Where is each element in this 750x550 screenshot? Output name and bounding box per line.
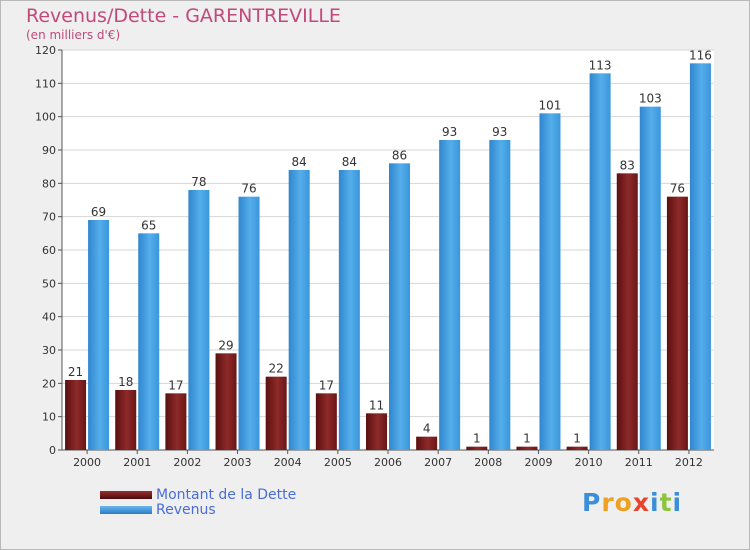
data-label-revenue: 86: [392, 148, 407, 162]
bar-debt: [215, 353, 237, 450]
data-label-debt: 17: [168, 378, 183, 392]
data-label-debt: 1: [473, 432, 481, 446]
y-tick-label: 90: [42, 144, 56, 157]
bar-revenue: [539, 113, 561, 450]
bar-debt: [666, 196, 688, 450]
bar-revenue: [88, 220, 110, 450]
x-tick-label: 2007: [424, 456, 452, 469]
data-label-debt: 1: [523, 432, 531, 446]
logo-letter: t: [659, 488, 673, 517]
data-label-revenue: 84: [292, 155, 307, 169]
bar-revenue: [188, 190, 210, 450]
y-tick-label: 40: [42, 311, 56, 324]
x-tick-label: 2011: [625, 456, 653, 469]
x-tick-label: 2010: [575, 456, 603, 469]
x-tick-label: 2009: [524, 456, 552, 469]
bar-debt: [616, 173, 638, 451]
chart-subtitle: (en milliers d'€): [26, 28, 121, 42]
bar-debt: [566, 446, 588, 450]
bar-revenue: [639, 106, 661, 451]
legend-item-debt: Montant de la Dette: [100, 487, 296, 503]
y-tick-label: 60: [42, 244, 56, 257]
proxiti-logo: Proxiti: [582, 488, 682, 517]
x-tick-label: 2006: [374, 456, 402, 469]
data-label-revenue: 93: [492, 125, 507, 139]
data-label-revenue: 76: [241, 182, 256, 196]
data-label-debt: 4: [423, 422, 431, 436]
x-tick-label: 2001: [123, 456, 151, 469]
y-tick-label: 50: [42, 277, 56, 290]
data-label-debt: 22: [269, 362, 284, 376]
data-label-revenue: 101: [539, 98, 562, 112]
legend-label-revenue: Revenus: [156, 502, 216, 518]
y-tick-label: 20: [42, 377, 56, 390]
data-label-revenue: 65: [141, 218, 156, 232]
logo-letter: r: [601, 488, 615, 517]
legend-swatch-revenue: [100, 506, 152, 514]
data-label-debt: 17: [319, 378, 334, 392]
data-label-revenue: 69: [91, 205, 106, 219]
bar-revenue: [589, 73, 611, 450]
data-label-debt: 11: [369, 398, 384, 412]
logo-letter: o: [614, 488, 633, 517]
data-label-debt: 76: [670, 182, 685, 196]
chart-title: Revenus/Dette - GARENTREVILLE: [26, 5, 341, 27]
x-tick-label: 2005: [324, 456, 352, 469]
y-tick-label: 30: [42, 344, 56, 357]
data-label-revenue: 113: [589, 58, 612, 72]
y-tick-label: 0: [49, 444, 56, 457]
y-tick-label: 80: [42, 177, 56, 190]
logo-letter: P: [582, 488, 602, 517]
bar-debt: [416, 436, 438, 450]
bar-revenue: [489, 140, 511, 450]
bar-revenue: [138, 233, 160, 450]
bar-debt: [516, 446, 538, 450]
legend-label-debt: Montant de la Dette: [156, 487, 297, 503]
bar-revenue: [689, 63, 711, 450]
bar-debt: [265, 376, 287, 450]
bar-debt: [65, 380, 87, 450]
x-tick-label: 2002: [173, 456, 201, 469]
x-tick-label: 2008: [474, 456, 502, 469]
data-label-revenue: 103: [639, 92, 662, 106]
y-tick-label: 120: [35, 44, 56, 57]
bar-revenue: [338, 170, 360, 450]
bar-debt: [165, 393, 187, 450]
x-tick-label: 2000: [73, 456, 101, 469]
x-tick-label: 2003: [224, 456, 252, 469]
bar-debt: [466, 446, 488, 450]
bar-debt: [366, 413, 387, 450]
x-tick-label: 2012: [675, 456, 703, 469]
y-tick-label: 100: [35, 111, 56, 124]
data-label-debt: 21: [68, 365, 83, 379]
bar-revenue: [439, 140, 461, 450]
legend-item-revenue: Revenus: [100, 502, 216, 518]
y-tick-label: 110: [35, 77, 56, 90]
y-tick-label: 10: [42, 411, 56, 424]
data-label-revenue: 78: [191, 175, 206, 189]
data-label-debt: 18: [118, 375, 133, 389]
bar-revenue: [238, 196, 260, 450]
data-label-debt: 1: [573, 432, 581, 446]
data-label-debt: 29: [218, 338, 233, 352]
legend-swatch-debt: [100, 491, 152, 499]
data-label-revenue: 93: [442, 125, 457, 139]
data-label-revenue: 84: [342, 155, 357, 169]
bar-debt: [115, 390, 137, 450]
logo-letter: i: [650, 488, 660, 517]
y-tick-label: 70: [42, 211, 56, 224]
data-label-debt: 83: [620, 158, 635, 172]
logo-letter: x: [632, 488, 650, 517]
x-tick-label: 2004: [274, 456, 302, 469]
logo-letter: i: [672, 488, 683, 517]
bar-revenue: [288, 170, 310, 450]
data-label-revenue: 116: [689, 48, 712, 62]
bar-revenue: [389, 163, 410, 451]
bar-debt: [315, 393, 337, 450]
